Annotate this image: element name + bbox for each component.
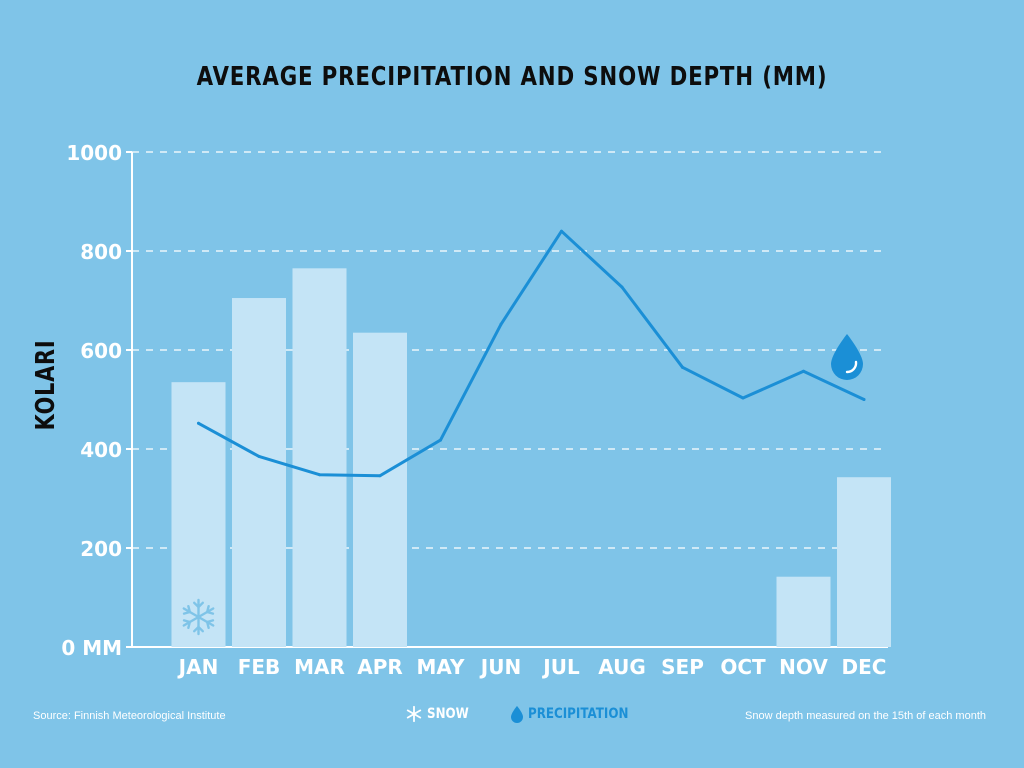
x-tick-label: JUL	[541, 655, 580, 679]
precipitation-point	[560, 229, 563, 233]
x-tick-label: DEC	[842, 655, 887, 679]
x-tick-label: JUN	[479, 655, 521, 679]
snow-bar	[776, 576, 831, 647]
y-tick-label: 200	[80, 537, 122, 561]
precipitation-point	[620, 285, 624, 289]
snowflake-branch	[197, 601, 205, 609]
source-note: Source: Finnish Meteorological Institute	[33, 710, 226, 722]
y-tick-label: 0 MM	[61, 636, 122, 660]
precipitation-point	[378, 474, 382, 478]
y-tick-label: 1000	[66, 141, 122, 165]
y-tick-label: 600	[80, 339, 122, 363]
precipitation-point	[862, 398, 866, 401]
snow-bar	[232, 298, 286, 647]
x-tick-label: AUG	[598, 655, 646, 679]
snowflake-icon	[406, 705, 422, 723]
x-tick-label: NOV	[779, 655, 828, 679]
snow-bar	[837, 477, 891, 647]
precipitation-point	[741, 396, 745, 400]
water-drop-icon	[831, 334, 863, 380]
precipitation-point	[499, 322, 503, 326]
snowflake-branch	[182, 619, 192, 624]
legend: SNOW PRECIPITATION	[405, 705, 680, 723]
snow-bar	[292, 268, 347, 647]
precipitation-line	[197, 229, 866, 478]
snowflake-branch	[187, 604, 192, 614]
snowflake-branch	[192, 625, 200, 633]
chart-plot: 0 MM 200 400 600 800 1000 JAN FEB MAR APR MAY JUN JU…	[61, 141, 891, 679]
precipitation-point	[318, 473, 321, 477]
x-tick-label: OCT	[720, 655, 766, 679]
legend-item-precipitation: PRECIPITATION	[510, 705, 646, 723]
chart-title: AVERAGE PRECIPITATION AND SNOW DEPTH (MM…	[196, 62, 828, 92]
water-drop-highlight	[845, 360, 858, 374]
y-tick-label: 800	[80, 240, 122, 264]
snowflake-branch	[205, 620, 210, 630]
precipitation-point	[257, 454, 261, 458]
x-tick-label: MAY	[417, 655, 465, 679]
legend-precip-label: PRECIPITATION	[528, 706, 629, 722]
x-tick-label: SEP	[661, 655, 704, 679]
precipitation-point	[197, 421, 200, 425]
water-drop-icon	[511, 706, 524, 723]
y-tick-label: 400	[80, 438, 122, 462]
precipitation-point	[802, 369, 805, 373]
precipitation-point	[681, 365, 684, 369]
x-tick-label: JAN	[177, 655, 219, 679]
legend-snow-label: SNOW	[427, 706, 469, 722]
x-tick-label: MAR	[294, 655, 345, 679]
snow-bar	[353, 332, 407, 647]
snowflake-branch	[205, 610, 215, 615]
x-tick-label: FEB	[238, 655, 281, 679]
legend-item-snow: SNOW	[405, 705, 476, 723]
x-tick-label: APR	[357, 655, 403, 679]
precipitation-point	[439, 438, 442, 442]
snowflake-icon	[182, 598, 215, 636]
measurement-note: Snow depth measured on the 15th of each …	[745, 710, 986, 722]
